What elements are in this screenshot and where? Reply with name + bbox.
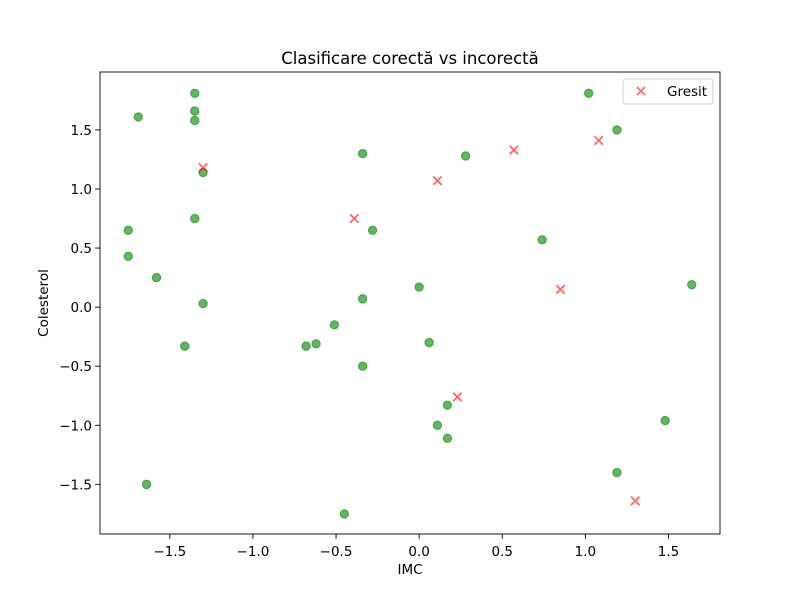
data-point-circle [357, 361, 368, 371]
axes-frame [99, 71, 721, 535]
data-point-circle [583, 88, 594, 98]
chart-title: Clasificare corectă vs incorectă [281, 49, 538, 68]
x-tick-label: 0.5 [492, 544, 513, 560]
y-tick-label: −1.5 [59, 477, 92, 493]
data-point-x [452, 392, 463, 402]
y-tick-label: 0.5 [71, 241, 92, 257]
data-point-circle [151, 272, 162, 283]
data-point-circle [198, 298, 208, 309]
data-point-circle [687, 279, 697, 290]
plot-area [123, 88, 697, 519]
data-point-x [432, 175, 443, 186]
data-point-x [349, 213, 360, 224]
legend-marker-x [636, 86, 646, 96]
y-tick-label: 1.0 [71, 182, 92, 198]
data-point-x [630, 496, 641, 506]
data-point-circle [612, 125, 622, 135]
data-point-circle [460, 151, 471, 161]
data-point-circle [414, 282, 424, 292]
data-point-circle [141, 479, 152, 490]
data-point-circle [357, 148, 368, 159]
data-point-x [593, 135, 604, 146]
x-tick-label: −1.0 [237, 544, 270, 560]
y-tick-label: −1.0 [59, 418, 92, 434]
data-point-circle [424, 337, 434, 348]
data-point-circle [133, 112, 143, 122]
y-axis: −1.5 −1.0 −0.5 0.0 0.5 1.0 1.5 [59, 123, 100, 493]
y-axis-label: Colesterol [36, 269, 52, 337]
data-point-circle [442, 400, 453, 410]
data-point-x [198, 162, 208, 173]
data-point-circle [311, 339, 321, 349]
data-point-circle [123, 251, 133, 262]
data-point-circle [301, 341, 311, 351]
data-point-circle [190, 115, 200, 126]
legend-label: Gresit [667, 84, 707, 100]
x-tick-label: −0.5 [320, 544, 353, 560]
data-point-circle [367, 225, 378, 236]
legend: Gresit [622, 78, 714, 105]
data-point-circle [180, 341, 190, 351]
x-tick-label: 1.5 [658, 544, 679, 560]
data-point-x [509, 145, 519, 155]
y-tick-label: 1.5 [71, 123, 92, 139]
data-point-circle [123, 225, 133, 236]
data-point-circle [339, 509, 350, 519]
data-point-circle [432, 420, 443, 430]
data-point-circle [612, 467, 622, 478]
data-point-x [555, 284, 566, 295]
y-tick-label: 0.0 [71, 300, 92, 316]
x-tick-label: 0.0 [408, 544, 429, 560]
data-point-circle [190, 106, 200, 116]
data-point-circle [537, 235, 547, 245]
legend-frame [622, 78, 714, 105]
x-tick-label: −1.5 [153, 544, 186, 560]
data-point-circle [442, 433, 453, 443]
data-point-circle [190, 213, 200, 224]
data-point-circle [660, 415, 670, 426]
y-tick-label: −0.5 [59, 359, 92, 375]
x-axis: −1.5 −1.0 −0.5 0.0 0.5 1.0 1.5 [153, 534, 679, 560]
data-point-circle [190, 88, 200, 98]
x-tick-label: 1.0 [575, 544, 596, 560]
data-point-circle [329, 320, 340, 330]
x-axis-label: IMC [397, 562, 422, 578]
data-point-circle [357, 294, 368, 304]
